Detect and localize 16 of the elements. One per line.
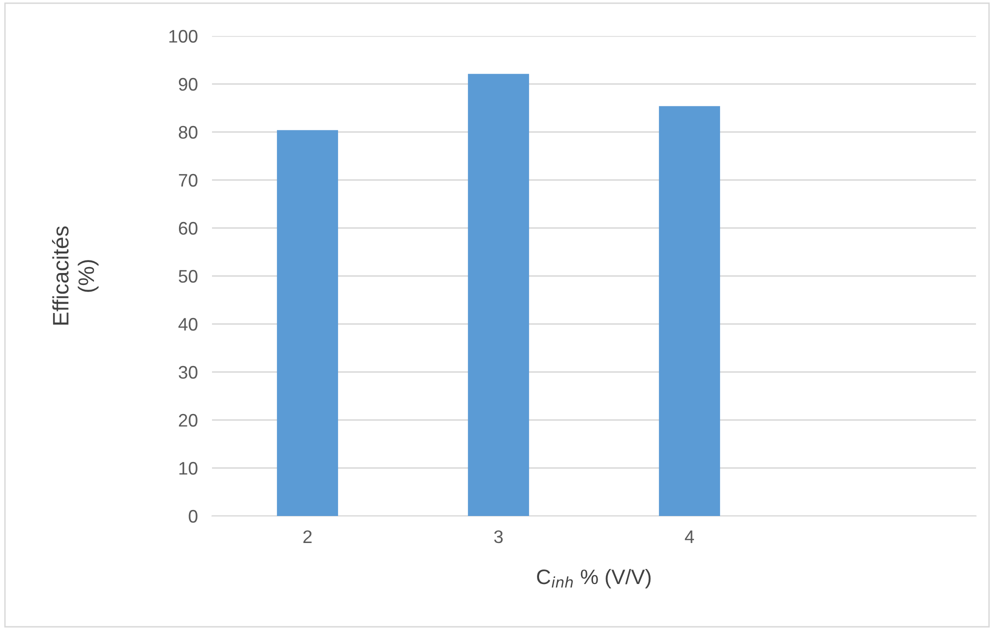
- y-tick-label: 100: [169, 30, 198, 43]
- x-tick-label: 2: [303, 530, 312, 543]
- y-tick-label: 60: [178, 222, 198, 235]
- x-tick-label: 3: [494, 530, 503, 544]
- y-tick-label: 20: [178, 414, 198, 427]
- y-axis-title: Efficacités (%): [52, 226, 99, 325]
- y-tick-label: 50: [178, 270, 198, 283]
- y-tick-label: 10: [179, 462, 198, 475]
- x-tick-label: 4: [684, 530, 694, 543]
- y-tick-label: 80: [178, 126, 198, 139]
- y-tick-label: 30: [178, 366, 198, 379]
- y-tick-label: 70: [178, 174, 198, 187]
- y-tick-label: 0: [188, 510, 198, 523]
- x-axis-title: C$_{inh}$ % (V/V): [537, 568, 651, 588]
- y-tick-label: 90: [178, 78, 198, 91]
- y-tick-label: 40: [178, 318, 198, 331]
